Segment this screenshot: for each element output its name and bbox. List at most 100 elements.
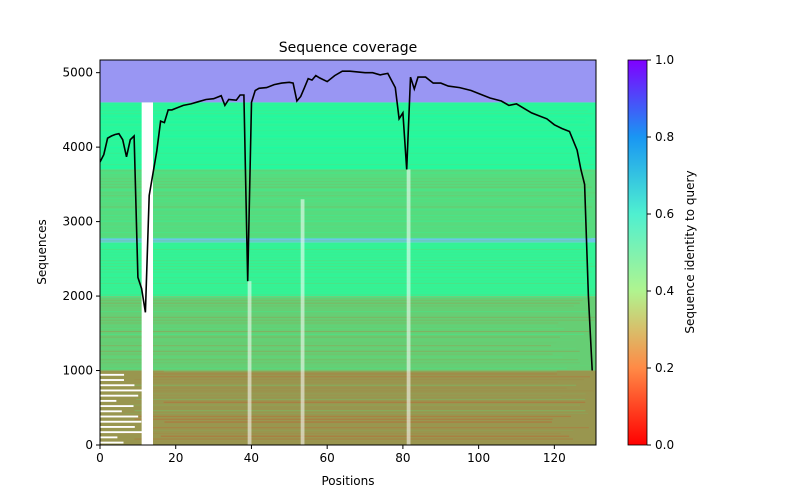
heatmap-row bbox=[100, 169, 592, 171]
heatmap-row bbox=[100, 248, 586, 250]
heatmap-gap bbox=[100, 405, 134, 408]
heatmap-row bbox=[100, 166, 590, 168]
heatmap-row bbox=[134, 379, 585, 381]
heatmap-row bbox=[100, 231, 586, 233]
heatmap-gap bbox=[100, 426, 135, 428]
heatmap-row bbox=[113, 390, 594, 392]
heatmap-row bbox=[100, 217, 592, 219]
heatmap-gap bbox=[100, 389, 148, 392]
y-tick-label: 1000 bbox=[62, 364, 93, 378]
colorbar-tick-label: 0.0 bbox=[655, 438, 674, 452]
heatmap-row bbox=[100, 107, 586, 109]
heatmap-row bbox=[100, 350, 580, 352]
heatmap-row bbox=[100, 189, 591, 191]
heatmap-row bbox=[100, 274, 589, 276]
heatmap-row bbox=[100, 212, 591, 214]
heatmap-row bbox=[100, 144, 594, 146]
y-axis-label: Sequences bbox=[35, 219, 49, 284]
heatmap-row bbox=[100, 206, 592, 208]
heatmap-row bbox=[100, 347, 576, 349]
heatmap-gap bbox=[100, 436, 118, 439]
heatmap-row bbox=[100, 158, 591, 160]
heatmap-row bbox=[100, 178, 586, 180]
y-tick-label: 0 bbox=[85, 438, 93, 452]
y-axis-ticks: 0 1000 2000 3000 4000 5000 bbox=[62, 66, 100, 452]
heatmap-row bbox=[100, 277, 586, 279]
heatmap-gap bbox=[100, 420, 142, 423]
heatmap-row bbox=[100, 294, 596, 296]
x-tick-label: 20 bbox=[168, 451, 183, 465]
x-axis-label: Positions bbox=[322, 474, 375, 488]
x-tick-label: 80 bbox=[395, 451, 410, 465]
heatmap-row bbox=[100, 330, 589, 332]
heatmap-row bbox=[100, 311, 590, 313]
colorbar-tick-label: 1.0 bbox=[655, 53, 674, 67]
heatmap-row bbox=[100, 172, 594, 174]
y-tick-label: 2000 bbox=[62, 289, 93, 303]
heatmap-row bbox=[100, 226, 587, 228]
coverage-gap bbox=[406, 169, 411, 445]
heatmap-row bbox=[100, 186, 592, 188]
heatmap-row bbox=[131, 396, 562, 398]
heatmap-row bbox=[100, 104, 592, 106]
heatmap-row bbox=[100, 195, 591, 197]
heatmap-row bbox=[100, 316, 596, 318]
heatmap-row bbox=[100, 322, 559, 324]
heatmap-row bbox=[100, 115, 592, 117]
heatmap-row bbox=[100, 305, 574, 307]
heatmap-row bbox=[100, 251, 592, 253]
heatmap-row bbox=[100, 314, 559, 316]
x-tick-label: 120 bbox=[543, 451, 566, 465]
heatmap-row bbox=[100, 240, 586, 242]
heatmap-row bbox=[127, 407, 590, 409]
heatmap-row bbox=[100, 291, 596, 293]
heatmap-row bbox=[100, 135, 596, 137]
heatmap-row bbox=[100, 155, 596, 157]
chart-title: Sequence coverage bbox=[279, 40, 418, 56]
x-tick-label: 100 bbox=[467, 451, 490, 465]
heatmap-row bbox=[134, 438, 573, 440]
heatmap-gap bbox=[100, 399, 117, 402]
x-axis-ticks: 0 20 40 60 80 100 120 bbox=[96, 445, 566, 465]
heatmap-gap bbox=[100, 373, 125, 376]
x-tick-label: 40 bbox=[244, 451, 259, 465]
heatmap-gap bbox=[100, 441, 124, 444]
colorbar-label: Sequence identity to query bbox=[683, 170, 697, 333]
colorbar-tick-label: 0.2 bbox=[655, 361, 674, 375]
heatmap-row bbox=[100, 234, 589, 236]
heatmap-row bbox=[100, 359, 579, 361]
heatmap-row bbox=[100, 203, 585, 205]
heatmap-row bbox=[100, 257, 592, 259]
heatmap-row bbox=[100, 265, 596, 267]
heatmap-row bbox=[132, 415, 571, 417]
heatmap-row bbox=[100, 181, 588, 183]
heatmap-row bbox=[124, 413, 589, 415]
heatmap-row bbox=[127, 384, 577, 386]
heatmap-row bbox=[137, 424, 588, 426]
coverage-line bbox=[100, 70, 593, 371]
heatmap-row bbox=[100, 121, 586, 123]
heatmap-row bbox=[164, 421, 552, 423]
heatmap-row bbox=[100, 175, 592, 177]
heatmap-row bbox=[115, 393, 586, 395]
heatmap-row bbox=[100, 161, 594, 163]
heatmap-row bbox=[100, 164, 595, 166]
heatmap-gap bbox=[100, 431, 147, 434]
heatmap-row bbox=[124, 432, 561, 434]
heatmap-gap bbox=[100, 394, 139, 397]
heatmap-gap bbox=[100, 410, 122, 413]
heatmap-row bbox=[100, 353, 553, 355]
heatmap-row bbox=[112, 430, 574, 432]
heatmap-row bbox=[100, 127, 591, 129]
heatmap-row bbox=[100, 124, 589, 126]
heatmap-gap bbox=[100, 415, 139, 418]
heatmap-row bbox=[100, 345, 551, 347]
heatmap-row bbox=[100, 342, 557, 344]
heatmap-row bbox=[100, 110, 588, 112]
heatmap-row bbox=[100, 288, 595, 290]
colorbar-tick-label: 0.6 bbox=[655, 207, 674, 221]
heatmap-row bbox=[100, 220, 590, 222]
plot-frame bbox=[99, 59, 597, 446]
heatmap-band bbox=[100, 60, 596, 103]
heatmap-row bbox=[100, 130, 594, 132]
